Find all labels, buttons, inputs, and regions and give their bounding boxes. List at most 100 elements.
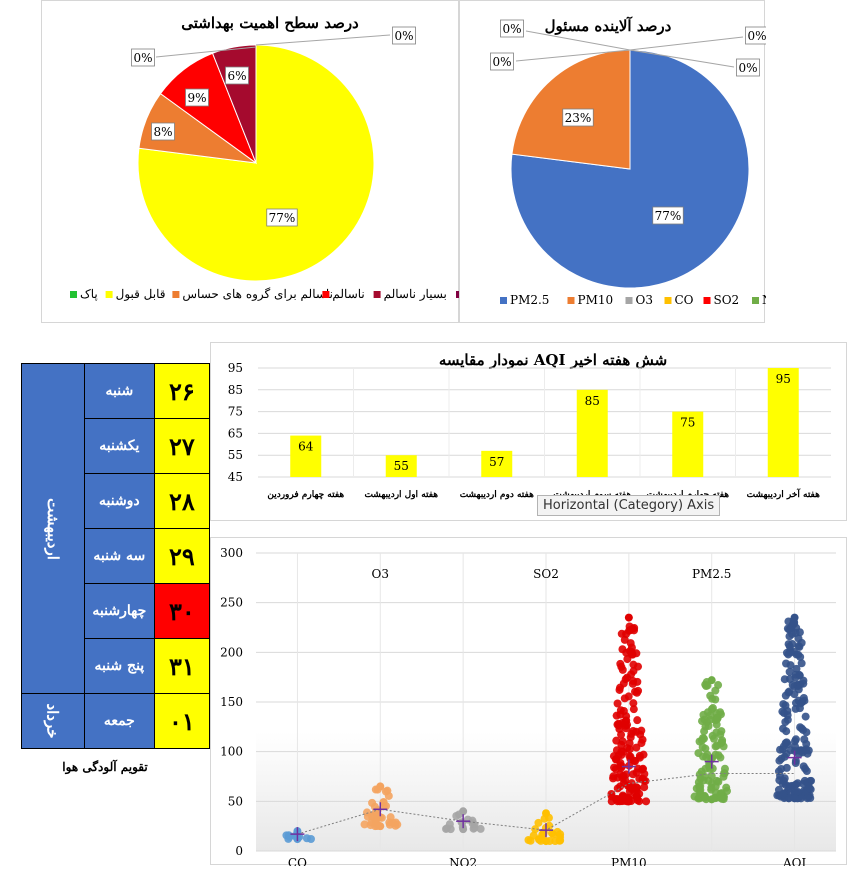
dots-point-2 [476, 824, 485, 833]
dots-point-6 [805, 784, 814, 793]
pie1-legend-label-0: پاک [80, 287, 98, 301]
dots-point-4 [630, 623, 639, 632]
dots-point-6 [797, 724, 806, 733]
bar-category-label-5: هفته آخر اردیبهشت [747, 488, 820, 500]
dots-point-max-1 [376, 782, 385, 791]
pie2-label-box-5 [736, 58, 760, 77]
pie1-data-label-1: 77% [269, 211, 296, 225]
dots-point-max-2 [459, 807, 468, 816]
dots-point-5 [699, 734, 708, 743]
bar-4 [672, 411, 704, 477]
pie2-legend-swatch-1 [567, 297, 575, 304]
dots-point-5 [703, 681, 712, 690]
pie1-label-box-0 [131, 48, 155, 67]
dots-point-5 [708, 731, 717, 740]
pollutant-pie-title: درصد آلاینده مسئول [545, 16, 672, 35]
calendar-month-0: اردیبهشت [21, 363, 85, 694]
calendar-caption: تقویم آلودگی هوا [62, 760, 148, 774]
dots-point-5 [711, 686, 720, 695]
dots-point-4 [632, 743, 641, 752]
dots-point-5 [712, 720, 721, 729]
dots-point-4 [638, 774, 647, 783]
calendar-month-1: خرداد [21, 693, 85, 749]
calendar-day-name: یکشنبه [83, 418, 155, 474]
pollutant-pie-chart: درصد آلاینده مسئول 77% 23% 0% 0% 0% 0% PM2.5 P… [490, 16, 790, 307]
dots-point-4 [616, 683, 625, 692]
bar-ytick-label: 75 [228, 405, 243, 419]
dots-ytick-label: 0 [235, 844, 243, 858]
pollution-calendar: اردیبهشت شنبه ۲۶ یکشنبه ۲۷ دوشنبه ۲۸ سه شنبه ۲۹ چ… [21, 363, 210, 749]
pie2-legend-swatch-4 [703, 297, 711, 304]
dots-point-6 [781, 691, 790, 700]
dots-point-6 [778, 707, 787, 716]
dots-top-label-0: O3 [372, 567, 389, 581]
dots-point-0 [302, 834, 311, 843]
dots-point-6 [777, 764, 786, 773]
axis-tooltip: Horizontal (Category) Axis [537, 495, 721, 516]
pie1-legend-label-1: قابل قبول [116, 287, 166, 301]
dots-point-4 [620, 694, 629, 703]
dots-point-max-5 [707, 676, 716, 685]
dots-ytick-label: 250 [220, 596, 243, 610]
aqi-six-week-bar-chart: نمودار مقایسه AQI شش هفته اخیر 45 55 65 75 8… [228, 351, 831, 500]
pie1-legend-swatch-1 [105, 291, 113, 298]
dots-point-min-2 [459, 825, 468, 834]
pie1-legend-swatch-4 [373, 291, 381, 298]
bar-value-label-1: 55 [394, 459, 409, 473]
dots-point-4 [625, 745, 634, 754]
dots-point-4 [642, 797, 651, 806]
pie2-label-box-1 [562, 108, 594, 127]
dots-point-4 [631, 757, 640, 766]
pie1-label-box-2 [151, 122, 175, 141]
dots-point-6 [794, 650, 803, 659]
dots-point-6 [794, 750, 803, 759]
pie1-legend-swatch-0 [70, 291, 77, 298]
dots-point-5 [701, 793, 710, 802]
pie2-legend-swatch-3 [664, 297, 672, 304]
pie1-legend-swatch-3 [322, 291, 330, 298]
dots-point-6 [792, 664, 801, 673]
dots-point-1 [381, 787, 390, 796]
pie2-data-label-3: 0% [747, 29, 766, 43]
pie2-legend-swatch-2 [625, 297, 633, 304]
dots-point-min-1 [376, 822, 385, 831]
bar-value-label-0: 64 [298, 440, 314, 454]
calendar-day-name: سه شنبه [83, 528, 155, 584]
pie1-label-box-5 [392, 26, 416, 45]
dots-point-4 [607, 797, 616, 806]
bar-value-label-4: 75 [680, 416, 695, 430]
dots-point-4 [617, 629, 626, 638]
dots-point-3 [547, 829, 556, 838]
bar-2 [481, 450, 513, 477]
dots-point-4 [629, 660, 638, 669]
bar-1 [385, 455, 417, 477]
dots-ytick-label: 200 [220, 645, 243, 659]
dots-point-5 [698, 717, 707, 726]
pie2-label-box-4 [490, 52, 514, 71]
bar-value-label-3: 85 [585, 394, 600, 408]
dots-point-3 [556, 830, 565, 839]
pie2-data-label-4: 0% [492, 55, 511, 69]
pie2-legend-label-4: SO2 [714, 293, 740, 307]
bar-ytick-label: 95 [228, 361, 243, 375]
dots-point-5 [696, 782, 705, 791]
dots-point-5 [690, 792, 699, 801]
pie1-data-label-0: 0% [133, 51, 152, 65]
dots-point-3 [556, 836, 565, 845]
dots-point-5 [704, 776, 713, 785]
calendar-row: چهارشنبه ۳۰ [22, 583, 210, 639]
calendar-row: خرداد جمعه ۰۱ [21, 693, 210, 749]
calendar-day-name: شنبه [83, 363, 155, 419]
dots-point-4 [627, 650, 636, 659]
dots-point-max-4 [624, 613, 633, 622]
calendar-day-name: جمعه [83, 693, 155, 749]
dots-point-5 [711, 782, 720, 791]
calendar-row: اردیبهشت شنبه ۲۶ [21, 363, 210, 694]
dots-point-6 [780, 675, 789, 684]
pie1-leader-5 [255, 34, 391, 46]
pie2-data-label-1: 23% [565, 111, 592, 125]
dots-point-3 [526, 836, 535, 845]
dots-point-4 [609, 752, 618, 761]
dots-point-4 [632, 688, 641, 697]
dots-point-6 [797, 794, 806, 803]
